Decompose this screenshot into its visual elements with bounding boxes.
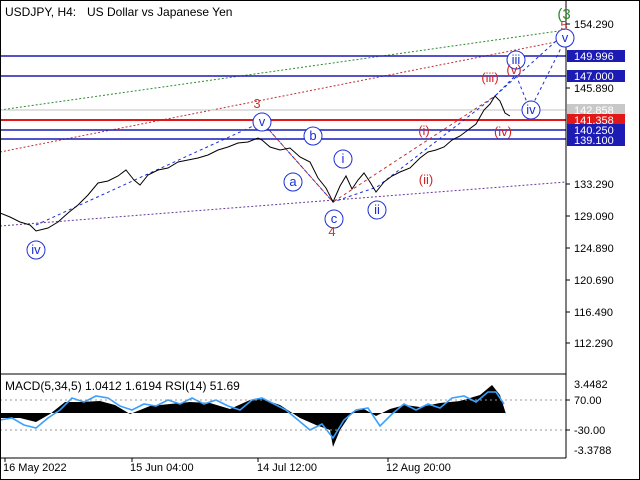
time-tick: 14 Jul 12:00	[257, 462, 317, 474]
price-tick: 129.090	[574, 211, 614, 223]
price-tick: 124.890	[574, 243, 614, 255]
rsi-line	[0, 391, 505, 440]
wave-text: ii	[374, 202, 380, 217]
wave-label-3: 3	[253, 96, 260, 111]
wave-text: v	[259, 114, 266, 129]
price-tick: 120.690	[574, 275, 614, 287]
wave-label-b: b	[303, 126, 323, 146]
wave-text: i	[342, 151, 345, 166]
symbol-description: US Dollar vs Japanese Yen	[87, 5, 232, 19]
green-channel-line	[0, 29, 567, 111]
wave-label-red-iii: (iii)	[481, 70, 498, 85]
purple-channel-line	[0, 181, 567, 227]
wave-text: iv	[526, 102, 536, 117]
price-tick: 133.290	[574, 179, 614, 191]
price-tag-text: 149.996	[574, 51, 614, 63]
wave-connector-red	[261, 95, 496, 203]
wave-label-c: c	[324, 209, 344, 229]
wave-label-v-end: v	[555, 28, 575, 48]
price-tag-147-000	[567, 70, 625, 82]
time-tick: 16 May 2022	[3, 462, 67, 474]
wave-connector-blue	[35, 31, 567, 226]
wave-label-red-i: (i)	[418, 123, 430, 138]
red-channel-line	[0, 39, 567, 153]
wave-label-iii: iii	[506, 50, 526, 70]
wave-label-i: i	[333, 149, 353, 169]
price-tag-149-996	[567, 50, 625, 62]
indicator-tick: -3.3788	[574, 445, 611, 457]
wave-text: c	[331, 211, 338, 226]
price-tag-current	[567, 104, 625, 116]
symbol-timeframe: USDJPY, H4:	[5, 5, 76, 19]
indicator-tick: 70.00	[574, 395, 602, 407]
time-tick: 12 Aug 20:00	[386, 462, 451, 474]
wave-label-iv: iv	[521, 100, 541, 120]
wave-label-a: a	[283, 172, 303, 192]
wave-text: b	[309, 128, 316, 143]
wave-text: iv	[31, 242, 41, 257]
price-tag-139-100	[567, 134, 625, 146]
price-tick: 154.290	[574, 19, 614, 31]
price-axis: 154.290 145.890 133.290 129.090 124.890 …	[566, 19, 614, 350]
price-tick: 116.490	[574, 307, 613, 319]
price-tag-141-358	[567, 114, 625, 126]
wave-connector-blue-2	[494, 37, 567, 112]
time-tick: 15 Jun 04:00	[130, 462, 194, 474]
wave-label-red-ii: (ii)	[419, 172, 433, 187]
wave-text: iii	[512, 52, 521, 67]
indicator-tick: -30.00	[574, 425, 605, 437]
wave-label-ii: ii	[367, 200, 387, 220]
indicator-tick: 3.4482	[574, 379, 608, 391]
wave-text: a	[289, 174, 297, 189]
wave-label-red-iv: (iv)	[494, 124, 512, 139]
price-tag-140-250	[567, 124, 625, 136]
price-tick: 145.890	[574, 83, 614, 95]
wave-text: v	[562, 30, 569, 45]
price-tick: 112.290	[574, 338, 613, 350]
wave-label-v: v	[252, 112, 272, 132]
wave-label-iv-start: iv	[26, 240, 46, 260]
wave-label-green-3: (3	[557, 6, 570, 23]
wave-label-red-v: (v)	[506, 62, 521, 77]
price-series	[0, 95, 511, 232]
price-tag-text: 139.100	[574, 135, 614, 147]
indicator-label: MACD(5,34,5) 1.0412 1.6194 RSI(14) 51.69	[5, 379, 240, 393]
wave-label-5: 5	[560, 18, 567, 33]
price-tag-text: 147.000	[574, 71, 614, 83]
wave-label-4: 4	[328, 224, 335, 239]
